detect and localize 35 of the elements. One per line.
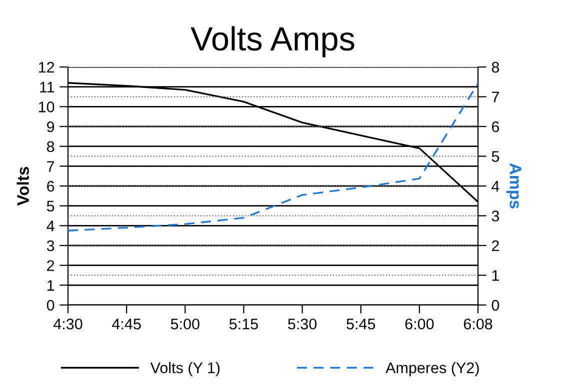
x-tick-label: 4:45 [112, 318, 141, 330]
y-tick-label: 11 [40, 82, 54, 92]
chart-title: Volts Amps [190, 26, 354, 58]
x-tick-label: 5:45 [346, 318, 376, 330]
x-tick-label: 5:30 [288, 318, 317, 330]
y-tick-label: 3 [46, 240, 54, 252]
y-tick-label: 6 [47, 180, 54, 192]
y2-tick-label: 4 [492, 181, 500, 192]
x-tick-label: 5:00 [170, 318, 200, 330]
y2-tick-label: 8 [492, 62, 500, 73]
y-tick-label: 8 [46, 141, 54, 152]
y-tick-label: 12 [38, 62, 54, 73]
x-tick-label: 6:00 [405, 318, 434, 330]
y2-tick-label: 1 [492, 270, 499, 281]
y-tick-label: 7 [47, 161, 54, 172]
y2-tick-label: 5 [492, 151, 500, 162]
x-tick-label: 6:08 [464, 318, 492, 330]
y-tick-label: 10 [38, 102, 54, 112]
y2-tick-label: 3 [492, 210, 500, 222]
y-tick-label: 5 [46, 200, 54, 212]
y-tick-label: 2 [47, 260, 54, 271]
y2-tick-label: 0 [492, 300, 500, 311]
y2-tick-label: 7 [492, 92, 499, 102]
legend-label: Volts (Y 1) [150, 362, 220, 376]
y-tick-label: 4 [46, 220, 54, 232]
y2-tick-label: 6 [492, 121, 500, 132]
x-tick-label: 4:30 [53, 318, 82, 330]
y-axis-title: Volts [16, 166, 29, 206]
y-tick-label: 1 [47, 280, 54, 291]
x-tick-label: 5:15 [229, 318, 258, 330]
legend-label: Amperes (Y2) [386, 362, 479, 376]
y-tick-label: 9 [47, 121, 54, 132]
y2-axis-title: Amps [506, 163, 522, 208]
y2-tick-label: 2 [492, 240, 499, 252]
y-tick-label: 0 [46, 300, 54, 311]
